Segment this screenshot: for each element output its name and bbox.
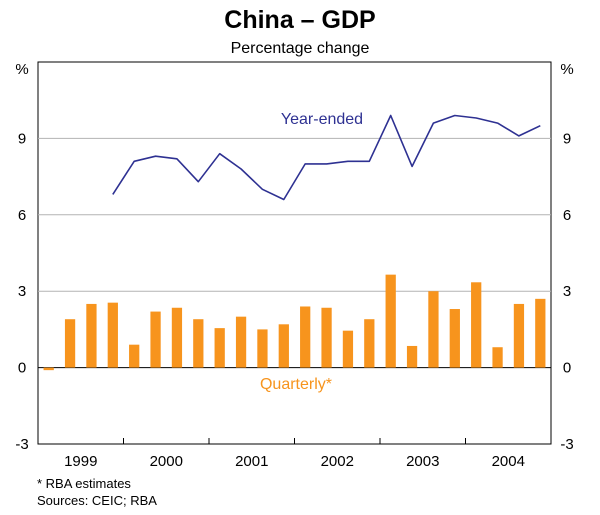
y-tick-label-right: 0 — [563, 360, 571, 377]
bar-quarterly — [278, 324, 289, 368]
bar-quarterly — [406, 345, 418, 368]
y-tick-label-left: 9 — [18, 130, 26, 147]
x-tick-label: 2001 — [235, 453, 268, 470]
bar-quarterly — [107, 302, 118, 368]
footnote-note: * RBA estimates — [37, 476, 131, 491]
y-tick-label-right: 9 — [563, 130, 571, 147]
bar-quarterly — [257, 329, 268, 368]
bar-quarterly — [385, 274, 396, 368]
bar-quarterly — [513, 303, 525, 368]
plot-area: -3 -3 0 0 3 3 6 6 9 9 1999 2000 2001 2002 2003 2004 Year… — [15, 61, 574, 470]
chart-title: China – GDP — [224, 6, 375, 34]
y-tick-label-right: 3 — [563, 283, 571, 300]
bar-quarterly — [193, 319, 204, 368]
y-unit-left: % — [15, 61, 28, 78]
bar-quarterly — [43, 367, 54, 371]
bar-quarterly — [428, 291, 439, 368]
bar-quarterly — [300, 306, 311, 368]
y-tick-label-left: -3 — [15, 436, 28, 453]
x-tick-label: 1999 — [64, 453, 97, 470]
bar-quarterly — [492, 347, 503, 368]
bar-quarterly — [64, 319, 76, 368]
bar-quarterly — [129, 344, 140, 368]
bar-quarterly — [471, 282, 482, 368]
y-unit-right: % — [560, 61, 573, 78]
y-tick-label-right: 6 — [563, 207, 571, 224]
bar-quarterly — [150, 311, 161, 368]
series-label-year-ended: Year-ended — [281, 111, 363, 128]
bar-quarterly — [171, 307, 183, 368]
x-tick-label: 2004 — [492, 453, 525, 470]
bar-quarterly — [214, 328, 225, 368]
y-tick-label-left: 3 — [18, 283, 26, 300]
bar-quarterly — [449, 309, 460, 368]
bar-quarterly — [235, 316, 247, 368]
bar-quarterly — [321, 307, 332, 368]
x-tick-label: 2000 — [150, 453, 183, 470]
bar-quarterly — [364, 319, 375, 368]
series-label-quarterly: Quarterly* — [260, 376, 332, 393]
y-tick-label-left: 0 — [18, 360, 26, 377]
bar-quarterly — [342, 330, 354, 368]
x-tick-label: 2002 — [321, 453, 354, 470]
x-tick-label: 2003 — [406, 453, 439, 470]
line-year-ended — [112, 114, 541, 201]
footnote-sources: Sources: CEIC; RBA — [37, 493, 157, 508]
y-tick-label-left: 6 — [18, 207, 26, 224]
bar-quarterly — [535, 298, 546, 368]
chart-subtitle: Percentage change — [231, 40, 370, 57]
y-tick-label-right: -3 — [560, 436, 573, 453]
bar-quarterly — [86, 303, 97, 368]
